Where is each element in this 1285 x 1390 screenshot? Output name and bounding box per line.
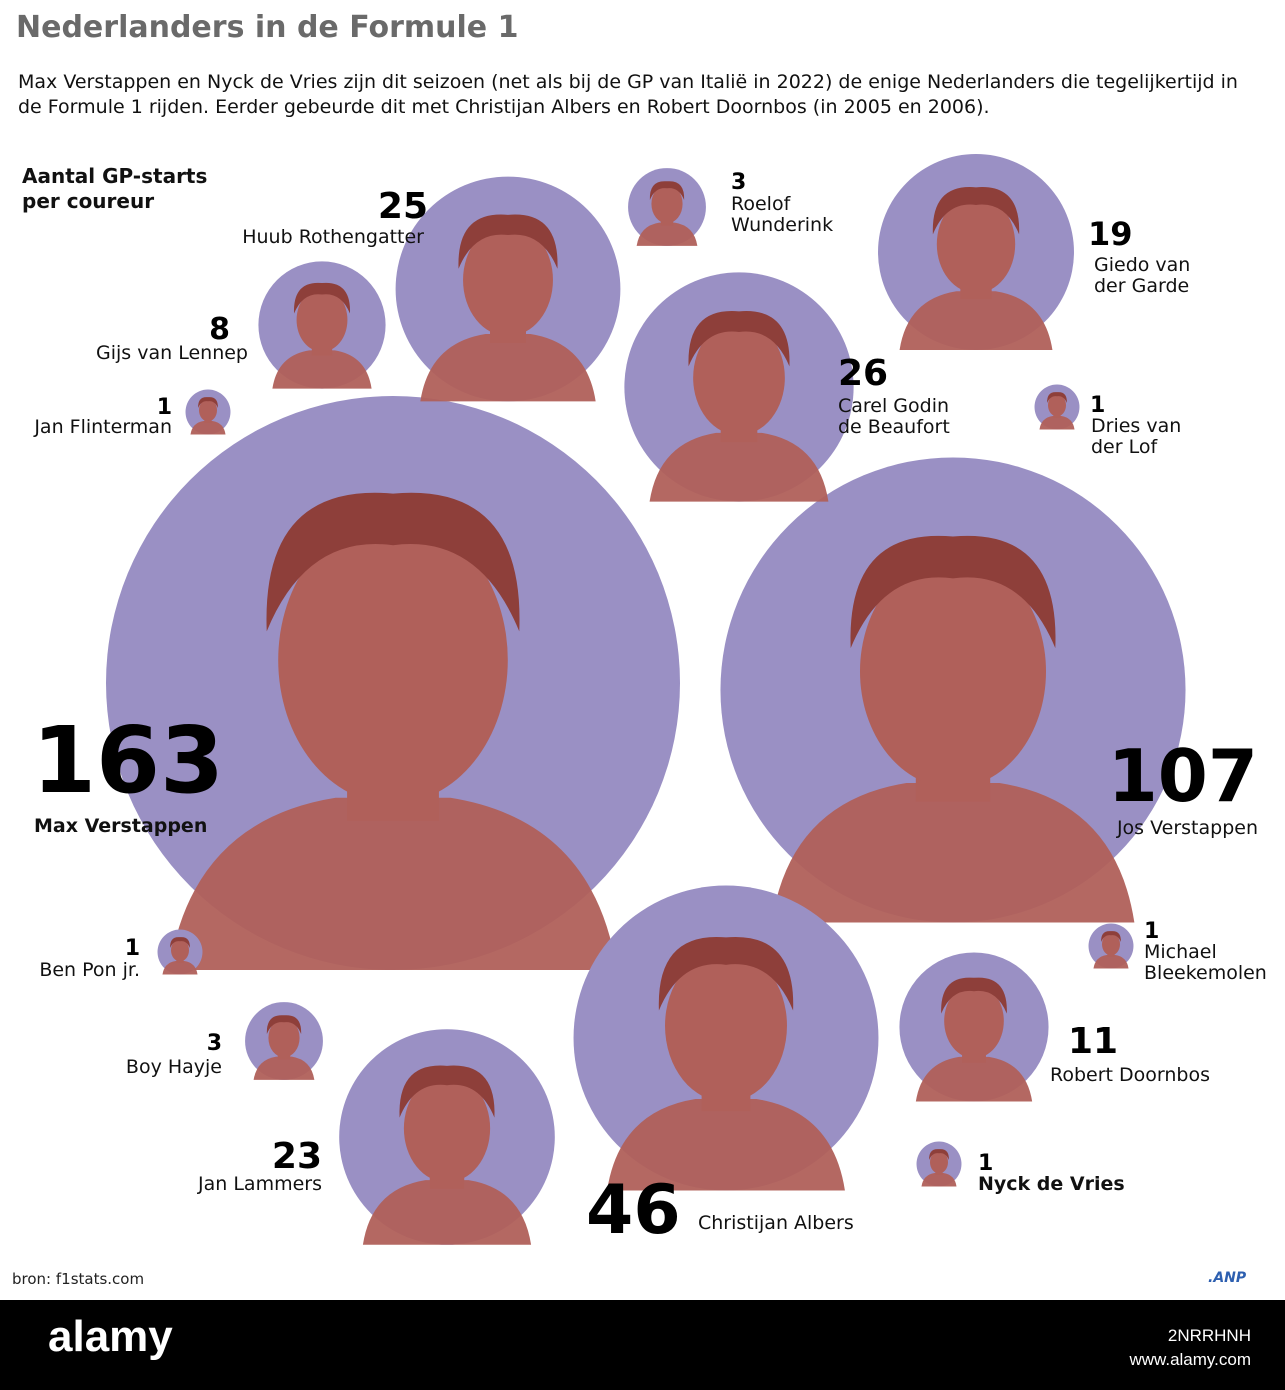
portrait-image: [636, 181, 698, 246]
portrait-image: [771, 535, 1135, 923]
value-label: 3: [207, 1031, 222, 1056]
driver-bubble-christijan-albers: 46 Christijan Albers: [573, 885, 879, 1250]
name-label: Boy Hayje: [126, 1056, 222, 1078]
portrait-image: [362, 1065, 532, 1245]
name-label: Carel Godin de Beaufort: [838, 395, 950, 438]
name-label: Robert Doornbos: [1050, 1064, 1210, 1086]
name-label-line: Wunderink: [731, 214, 833, 236]
legend-heading-line-2: per coureur: [22, 189, 155, 213]
value-label: 8: [209, 312, 230, 347]
name-label-line: de Beaufort: [838, 416, 950, 438]
name-label-line: Roelof: [731, 193, 792, 215]
name-label: Michael Bleekemolen: [1144, 941, 1267, 984]
portrait-image: [899, 187, 1053, 350]
name-label: Huub Rothengatter: [242, 226, 424, 248]
name-label: Ben Pon jr.: [39, 959, 140, 981]
legend-heading-line-1: Aantal GP-starts: [22, 164, 208, 188]
name-label-line: Gijs van Lennep: [96, 342, 248, 364]
watermark-footer: alamy 2NRRHNH www.alamy.com: [0, 1300, 1285, 1390]
image-id-block: 2NRRHNH www.alamy.com: [1129, 1324, 1251, 1372]
name-label-line: Nyck de Vries: [978, 1173, 1125, 1195]
portrait-image: [915, 977, 1033, 1102]
value-label: 1: [157, 395, 172, 420]
name-label: Nyck de Vries: [978, 1173, 1125, 1195]
name-label: Jos Verstappen: [1116, 817, 1258, 839]
name-label-line: Carel Godin: [838, 395, 949, 417]
name-label-line: Jan Lammers: [197, 1173, 322, 1195]
value-label: 19: [1088, 215, 1133, 253]
value-label: 107: [1108, 734, 1258, 818]
name-label: Jan Flinterman: [33, 416, 172, 438]
name-label: Dries van der Lof: [1091, 415, 1181, 458]
name-label-line: Ben Pon jr.: [39, 959, 140, 981]
value-label: 25: [378, 186, 428, 227]
value-label: 11: [1068, 1021, 1118, 1062]
name-label-line: Michael: [1144, 941, 1217, 963]
name-label: Giedo van der Garde: [1094, 254, 1190, 297]
name-label: Gijs van Lennep: [96, 342, 248, 364]
name-label-line: der Lof: [1091, 436, 1158, 458]
portrait-image: [190, 397, 226, 435]
name-label-line: Bleekemolen: [1144, 962, 1267, 984]
name-label-line: Christijan Albers: [698, 1212, 854, 1234]
name-label: Christijan Albers: [698, 1212, 854, 1234]
portrait-image: [420, 214, 596, 402]
name-label-line: Giedo van: [1094, 254, 1190, 276]
portrait-image: [649, 311, 829, 502]
value-label: 1: [125, 936, 140, 961]
portrait-image: [607, 936, 845, 1191]
portrait-image: [1093, 931, 1129, 969]
value-label: 1: [1144, 919, 1159, 944]
portrait-image: [272, 282, 372, 389]
portrait-image: [169, 492, 617, 970]
portrait-image: [921, 1149, 957, 1187]
value-label: 163: [32, 707, 224, 814]
value-label: 23: [272, 1136, 322, 1177]
name-label-line: Jos Verstappen: [1116, 817, 1258, 839]
anp-logo: .ANP: [1208, 1270, 1247, 1286]
name-label: Jan Lammers: [197, 1173, 322, 1195]
value-label: 26: [838, 353, 888, 394]
legend-heading: Aantal GP-starts per coureur: [22, 164, 242, 214]
portrait-image: [1039, 392, 1075, 430]
portrait-image: [162, 937, 198, 975]
name-label: Roelof Wunderink: [731, 193, 833, 236]
intro-text: Max Verstappen en Nyck de Vries zijn dit…: [18, 71, 1238, 118]
name-label-line: der Garde: [1094, 275, 1189, 297]
name-label-line: Robert Doornbos: [1050, 1064, 1210, 1086]
page-title: Nederlanders in de Formule 1: [16, 10, 519, 45]
value-label: 1: [978, 1151, 993, 1176]
portrait-image: [253, 1015, 315, 1080]
value-label: 1: [1090, 393, 1105, 418]
name-label-line: Jan Flinterman: [33, 416, 172, 438]
alamy-logo: alamy: [48, 1312, 173, 1361]
value-label: 46: [586, 1171, 681, 1250]
name-label-line: Dries van: [1091, 415, 1181, 437]
name-label-line: Boy Hayje: [126, 1056, 222, 1078]
image-site: www.alamy.com: [1129, 1350, 1251, 1369]
value-label: 3: [731, 170, 746, 195]
name-label-line: Huub Rothengatter: [242, 226, 424, 248]
source-note: bron: f1stats.com: [12, 1270, 145, 1288]
name-label: Max Verstappen: [34, 815, 207, 837]
image-id: 2NRRHNH: [1167, 1326, 1251, 1345]
name-label-line: Max Verstappen: [34, 815, 207, 837]
